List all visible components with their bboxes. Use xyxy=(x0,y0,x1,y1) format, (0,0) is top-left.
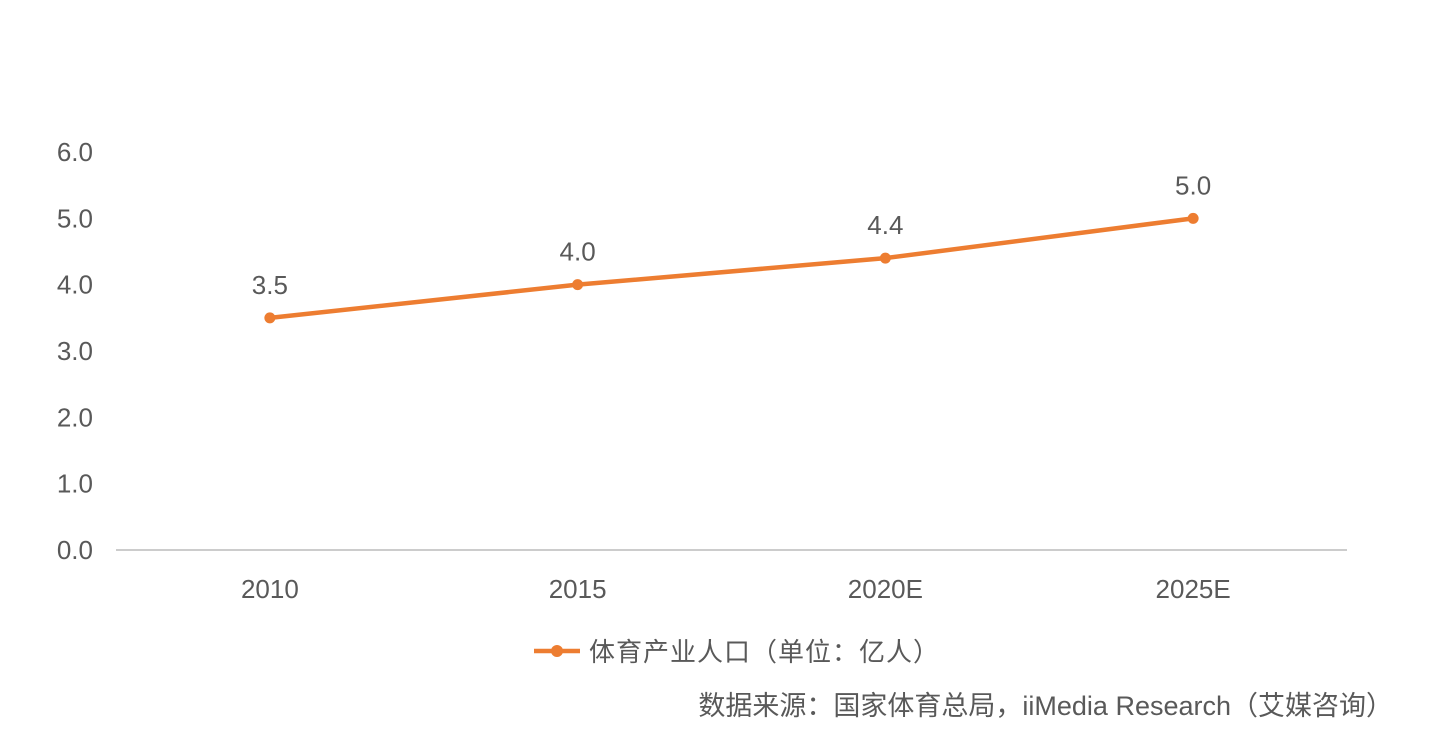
data-point-marker xyxy=(1187,212,1199,224)
y-axis-tick-label: 6.0 xyxy=(57,137,93,167)
data-point-label: 5.0 xyxy=(1175,170,1211,200)
y-axis-tick-label: 1.0 xyxy=(57,469,93,499)
y-axis-tick-label: 2.0 xyxy=(57,402,93,432)
data-point-label: 4.4 xyxy=(867,210,903,240)
y-axis-tick-label: 0.0 xyxy=(57,535,93,565)
x-axis-category-label: 2025E xyxy=(1156,574,1231,604)
data-point-marker xyxy=(879,252,891,264)
y-axis-tick-label: 4.0 xyxy=(57,270,93,300)
data-point-marker xyxy=(572,279,584,291)
data-point-label: 3.5 xyxy=(252,270,288,300)
y-axis-tick-label: 5.0 xyxy=(57,203,93,233)
x-axis-category-label: 2010 xyxy=(241,574,299,604)
data-point-label: 4.0 xyxy=(560,237,596,267)
data-point-marker xyxy=(264,312,276,324)
y-axis-tick-label: 3.0 xyxy=(57,336,93,366)
data-source-note: 数据来源：国家体育总局，iiMedia Research（艾媒咨询） xyxy=(698,691,1393,721)
x-axis-category-label: 2020E xyxy=(848,574,923,604)
series-line xyxy=(269,216,1194,321)
x-axis-category-label: 2015 xyxy=(549,574,607,604)
